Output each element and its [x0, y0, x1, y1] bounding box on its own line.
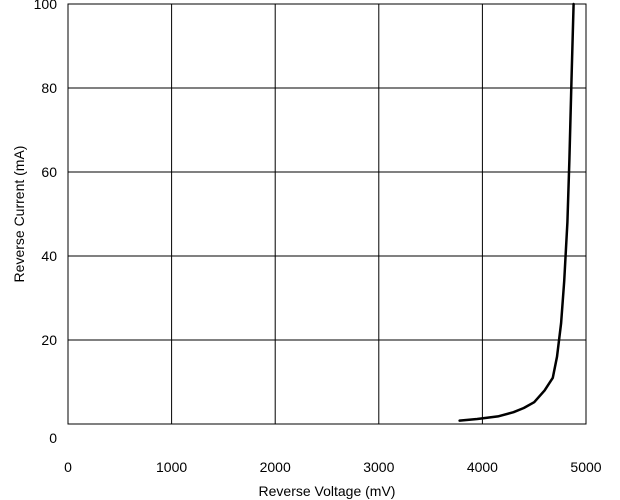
y-tick-label: 20: [41, 332, 57, 348]
x-axis-label: Reverse Voltage (mV): [259, 483, 396, 499]
y-tick-label: 100: [34, 0, 58, 12]
plot-frame: [67, 3, 587, 425]
x-tick-label: 2000: [260, 459, 291, 475]
y-tick-label: 0: [49, 430, 57, 446]
y-tick-labels: 0 20 40 60 80 100: [34, 0, 58, 446]
y-tick-label: 60: [41, 164, 57, 180]
y-tick-label: 80: [41, 80, 57, 96]
x-tick-label: 1000: [156, 459, 187, 475]
y-tick-label: 40: [41, 248, 57, 264]
x-tick-label: 0: [64, 459, 72, 475]
gridlines: [68, 4, 586, 424]
x-tick-labels: 0 1000 2000 3000 4000 5000: [64, 459, 602, 475]
x-tick-label: 4000: [467, 459, 498, 475]
x-tick-label: 5000: [570, 459, 601, 475]
y-axis-label: Reverse Current (mA): [11, 146, 27, 283]
x-tick-label: 3000: [363, 459, 394, 475]
series-line: [458, 2, 575, 422]
series-group: [458, 2, 575, 422]
